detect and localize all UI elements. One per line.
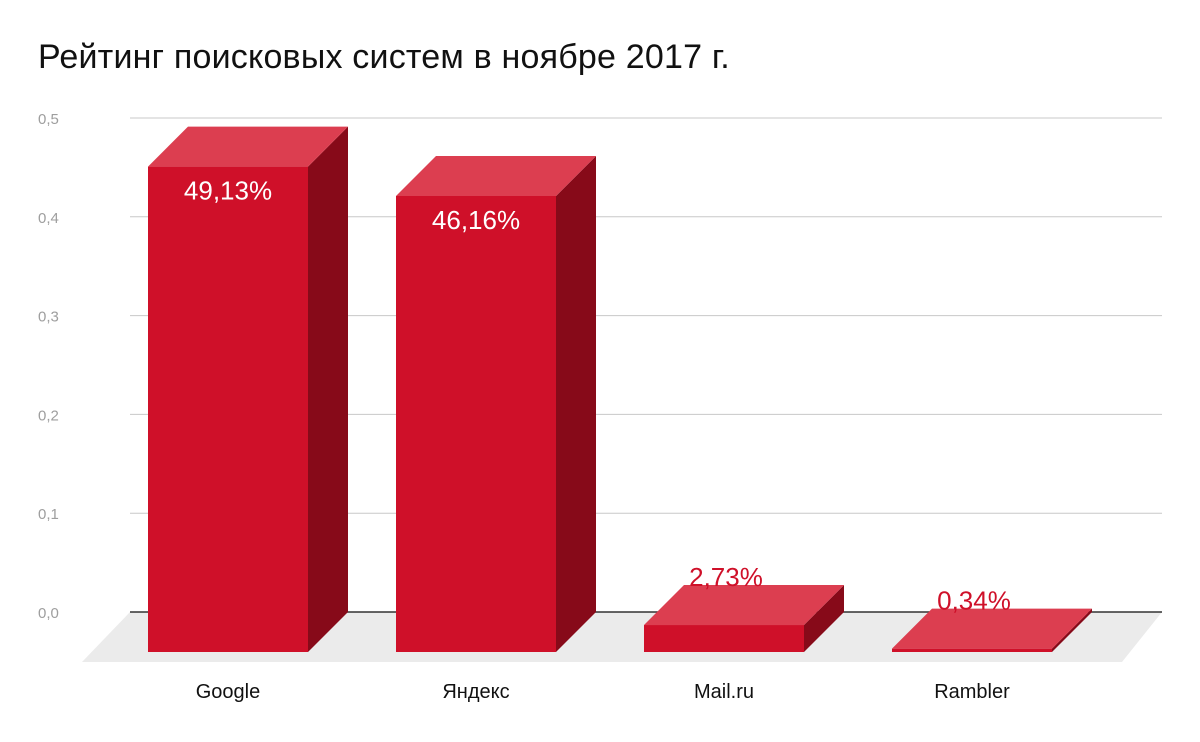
x-tick-label: Яндекс (442, 681, 509, 703)
x-tick-label: Mail.ru (694, 681, 754, 703)
bar-top (148, 126, 348, 167)
bar-side (308, 126, 348, 653)
y-tick-label: 0,1 (38, 506, 59, 523)
bar-side (556, 155, 596, 652)
data-label: 46,16% (432, 205, 520, 235)
bar-top (644, 585, 844, 626)
bar-top (892, 608, 1092, 649)
bar-side (1052, 608, 1092, 652)
y-tick-label: 0,0 (38, 605, 59, 622)
data-label: 49,13% (184, 176, 272, 206)
y-tick-label: 0,4 (38, 210, 59, 227)
y-tick-label: 0,3 (38, 309, 59, 326)
bar-2 (396, 155, 596, 652)
data-label: 2,73% (689, 562, 763, 592)
bar-front (148, 166, 308, 653)
y-tick-label: 0,5 (38, 111, 59, 128)
x-tick-label: Google (196, 681, 261, 703)
y-tick-label: 0,2 (38, 407, 59, 424)
bar-4 (892, 608, 1092, 652)
bar-side (804, 585, 844, 652)
bar-top (396, 155, 596, 196)
bar-1 (148, 126, 348, 653)
bar-front (644, 625, 804, 652)
bar-front (396, 195, 556, 652)
data-label: 0,34% (937, 586, 1011, 616)
bar-front (892, 648, 1052, 652)
x-tick-label: Rambler (934, 681, 1010, 703)
chart-title: Рейтинг поисковых систем в ноябре 2017 г… (38, 38, 730, 76)
bar-3 (644, 585, 844, 652)
